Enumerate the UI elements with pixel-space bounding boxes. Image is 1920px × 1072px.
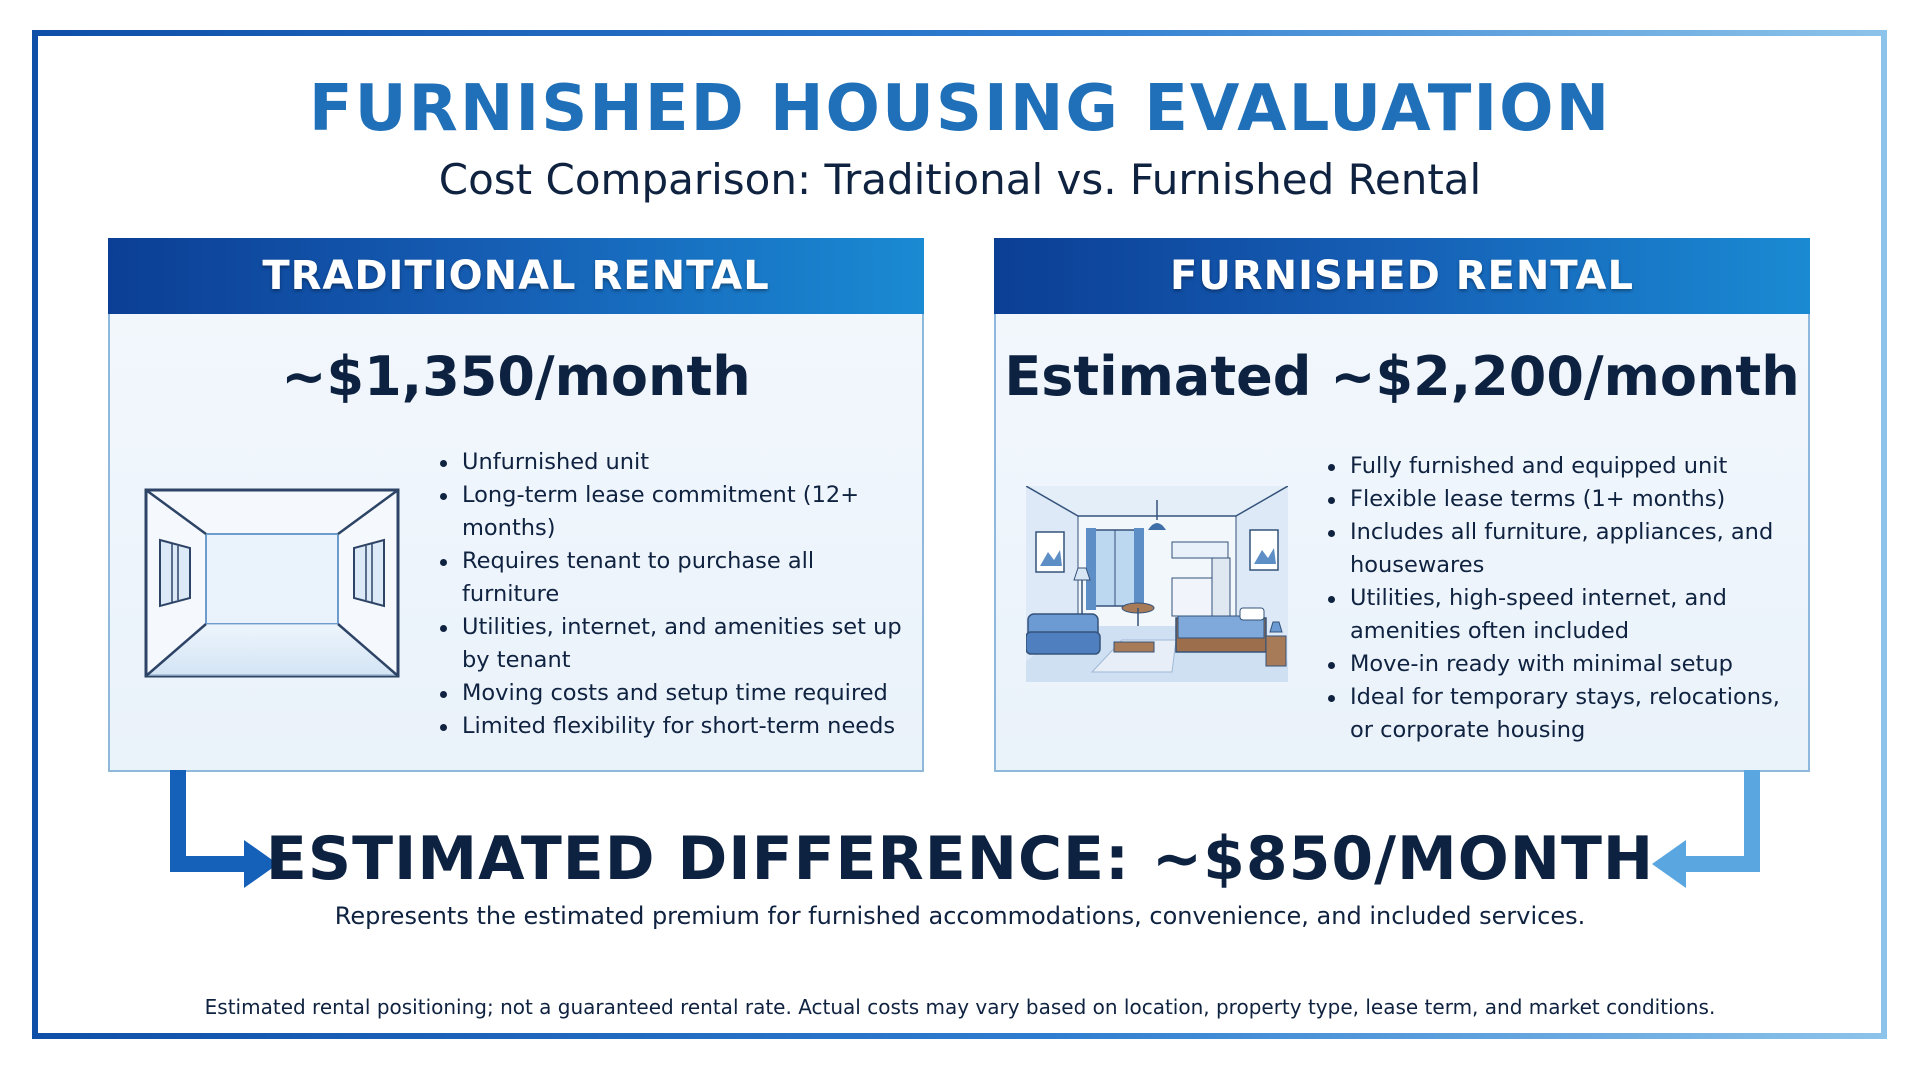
list-item: Utilities, internet, and amenities set u… xyxy=(436,611,916,677)
estimated-difference-description: Represents the estimated premium for fur… xyxy=(334,902,1586,930)
page-title: FURNISHED HOUSING EVALUATION xyxy=(308,72,1612,146)
list-item: Utilities, high-speed internet, and amen… xyxy=(1324,582,1804,648)
list-item: Fully furnished and equipped unit xyxy=(1324,450,1804,483)
furnished-apartment-icon xyxy=(1026,486,1288,682)
list-item: Requires tenant to purchase all furnitur… xyxy=(436,545,916,611)
estimated-difference-headline: ESTIMATED DIFFERENCE: ~$850/MONTH xyxy=(265,824,1655,894)
right-connector-arrow-icon xyxy=(1652,770,1760,888)
list-item: Long-term lease commitment (12+ months) xyxy=(436,479,916,545)
traditional-rental-panel: TRADITIONAL RENTAL ~$1,350/month Unfurni… xyxy=(108,238,924,772)
furnished-rental-features: Fully furnished and equipped unit Flexib… xyxy=(1324,450,1804,747)
furnished-rental-panel: FURNISHED RENTAL Estimated ~$2,200/month xyxy=(994,238,1810,772)
list-item: Limited flexibility for short-term needs xyxy=(436,710,916,743)
furnished-rental-price: Estimated ~$2,200/month xyxy=(1004,345,1800,408)
list-item: Move-in ready with minimal setup xyxy=(1324,648,1804,681)
empty-room-icon xyxy=(144,488,400,678)
list-item: Unfurnished unit xyxy=(436,446,916,479)
disclaimer-footnote: Estimated rental positioning; not a guar… xyxy=(204,995,1716,1019)
list-item: Includes all furniture, appliances, and … xyxy=(1324,516,1804,582)
list-item: Moving costs and setup time required xyxy=(436,677,916,710)
left-connector-arrow-icon xyxy=(170,770,278,888)
list-item: Ideal for temporary stays, relocations, … xyxy=(1324,681,1804,747)
traditional-rental-header: TRADITIONAL RENTAL xyxy=(108,238,924,314)
page-subtitle: Cost Comparison: Traditional vs. Furnish… xyxy=(438,155,1482,204)
furnished-rental-header: FURNISHED RENTAL xyxy=(994,238,1810,314)
traditional-rental-features: Unfurnished unit Long-term lease commitm… xyxy=(436,446,916,743)
traditional-rental-price: ~$1,350/month xyxy=(281,345,751,408)
list-item: Flexible lease terms (1+ months) xyxy=(1324,483,1804,516)
